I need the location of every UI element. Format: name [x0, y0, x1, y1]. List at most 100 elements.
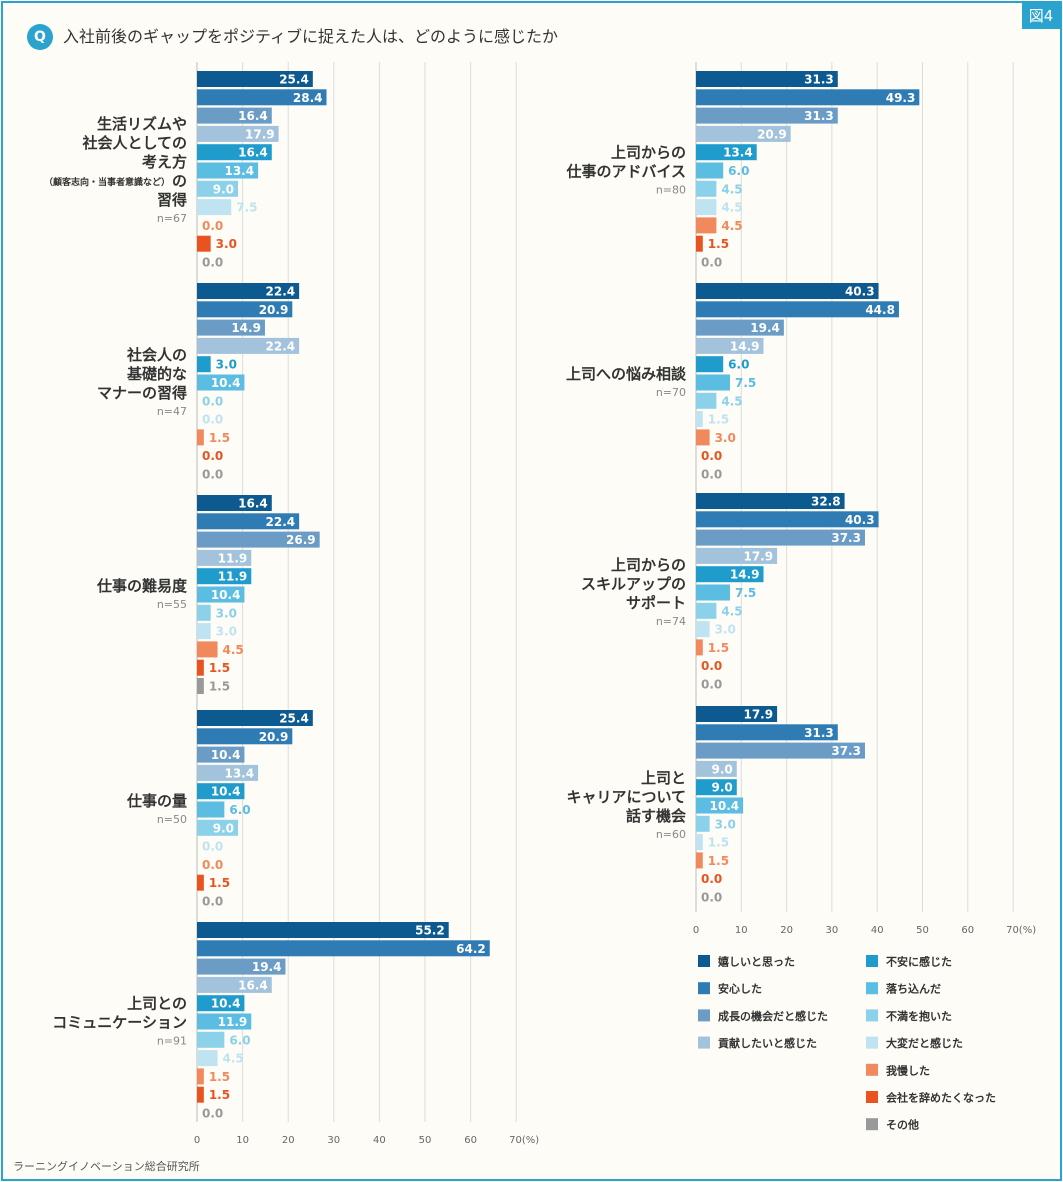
bar	[696, 493, 845, 509]
category-label: 上司への悩み相談	[566, 365, 687, 383]
category-label: 仕事の量	[126, 792, 187, 810]
data-label: 3.0	[216, 237, 237, 251]
data-label: 1.5	[708, 413, 729, 427]
bar	[696, 621, 710, 638]
bar	[696, 337, 764, 354]
data-label: 9.0	[213, 821, 234, 835]
x-tick-label: 40	[871, 925, 884, 936]
data-label: 13.4	[723, 146, 753, 160]
x-tick-label: 60	[464, 1135, 477, 1146]
data-label: 17.9	[245, 127, 275, 141]
data-label: 16.4	[238, 109, 268, 123]
bar	[197, 623, 211, 640]
data-label: 25.4	[279, 712, 309, 726]
x-tick-label: 20	[780, 925, 793, 936]
bar	[696, 125, 791, 142]
category-label: 仕事のアドバイス	[565, 163, 686, 181]
x-tick-label: 20	[282, 1135, 295, 1146]
data-label: 28.4	[293, 91, 323, 105]
data-label: 7.5	[236, 201, 257, 215]
bar	[197, 764, 259, 781]
bar	[197, 801, 225, 818]
data-label: 3.0	[715, 817, 736, 831]
data-label: 37.3	[831, 744, 861, 758]
category-label: 社会人の	[126, 346, 187, 364]
bar	[696, 779, 737, 796]
data-label: 6.0	[229, 1033, 250, 1047]
data-label: 3.0	[216, 606, 237, 620]
x-tick-label: 50	[419, 1135, 432, 1146]
legend-swatch	[866, 1063, 878, 1076]
bar	[197, 678, 204, 694]
bar	[197, 199, 232, 216]
sample-size-label: n=55	[157, 598, 187, 611]
bar	[696, 566, 764, 583]
category-label: 基礎的な	[126, 365, 187, 383]
data-label: 4.5	[721, 604, 742, 618]
data-label: 1.5	[209, 431, 230, 445]
data-label: 1.5	[708, 641, 729, 655]
question-badge: Q	[27, 24, 53, 50]
x-tick-label: 70(%)	[509, 1135, 539, 1146]
bar	[197, 641, 218, 658]
bar	[197, 922, 449, 938]
data-label: 4.5	[721, 219, 742, 233]
data-label: 11.9	[218, 1015, 248, 1029]
category-label: 仕事の難易度	[96, 577, 188, 595]
data-label: 22.4	[266, 515, 296, 529]
data-label: 32.8	[811, 495, 841, 509]
bar	[197, 940, 490, 957]
sample-size-label: n=60	[656, 828, 686, 841]
data-label: 31.3	[804, 73, 834, 87]
data-label: 10.4	[211, 748, 241, 762]
data-label: 7.5	[735, 586, 756, 600]
chart-title: 入社前後のギャップをポジティブに捉えた人は、どのように感じたか	[63, 27, 559, 46]
bar	[696, 834, 703, 851]
data-label: 9.0	[213, 182, 234, 196]
data-label: 16.4	[238, 497, 268, 511]
data-label: 3.0	[715, 431, 736, 445]
bar	[696, 301, 899, 318]
source-credit: ラーニングイノベーション総合研究所	[13, 1160, 200, 1173]
bar	[696, 107, 838, 124]
data-label: 55.2	[415, 924, 445, 938]
bar	[197, 180, 239, 197]
data-label: 20.9	[259, 730, 289, 744]
data-label: 16.4	[238, 146, 268, 160]
data-label: 31.3	[804, 726, 834, 740]
bar	[197, 235, 211, 252]
legend-swatch	[866, 955, 878, 967]
data-label: 0.0	[701, 468, 722, 482]
bar	[696, 71, 838, 87]
data-label: 4.5	[223, 1052, 244, 1066]
legend-label: 成長の機会だと感じた	[718, 1009, 828, 1023]
data-label: 26.9	[286, 533, 316, 547]
data-label: 17.9	[743, 549, 773, 563]
data-label: 3.0	[216, 625, 237, 639]
data-label: 0.0	[701, 449, 722, 463]
data-label: 10.4	[211, 376, 241, 390]
bar	[197, 125, 279, 142]
data-label: 3.0	[715, 623, 736, 637]
legend-label: 不満を抱いた	[886, 1009, 952, 1023]
category-label-note: （顧客志向・当事者意識など）	[44, 176, 170, 188]
data-label: 1.5	[209, 661, 230, 675]
bar	[197, 549, 252, 566]
category-label-suffix: の	[172, 172, 187, 190]
legend-label: 安心した	[718, 982, 762, 996]
data-label: 10.4	[211, 997, 241, 1011]
bar	[696, 852, 703, 869]
data-label: 40.3	[845, 513, 875, 527]
data-label: 14.9	[730, 339, 760, 353]
data-label: 0.0	[202, 895, 223, 909]
data-label: 1.5	[708, 854, 729, 868]
category-label: 習得	[157, 191, 187, 209]
bar	[696, 162, 724, 179]
data-label: 0.0	[202, 256, 223, 270]
x-tick-label: 30	[327, 1135, 340, 1146]
bar	[197, 319, 265, 336]
x-tick-label: 0	[194, 1135, 200, 1146]
bar	[696, 199, 717, 216]
category-label: 生活リズムや	[97, 115, 187, 133]
